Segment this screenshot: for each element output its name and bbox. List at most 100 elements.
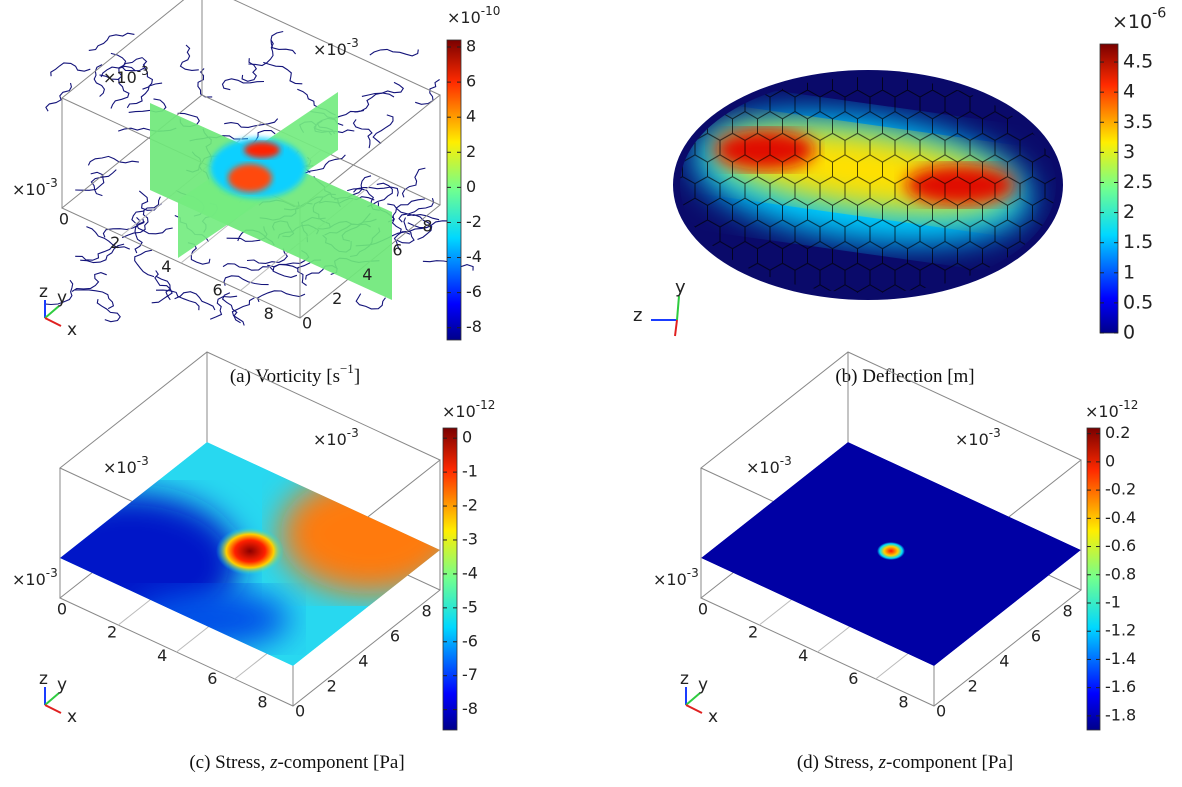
x-tick-label: 0	[698, 600, 708, 619]
exponent-power: -3	[989, 425, 1001, 439]
caption: (c) Stress, z-component [Pa]	[189, 752, 404, 773]
exponent-label: ×10-3	[103, 453, 149, 476]
triad-axis	[676, 295, 680, 321]
triad-label: y	[675, 277, 686, 298]
streamline	[75, 289, 115, 310]
colorbar-tick-label: 2	[466, 142, 476, 161]
streamline	[407, 214, 433, 241]
streamline	[45, 82, 72, 112]
colorbar-tick-label: 0.2	[1105, 423, 1130, 442]
caption-part: -component [Pa]	[886, 752, 1013, 773]
caption-part: -component [Pa]	[277, 752, 404, 773]
triad-axis	[44, 692, 60, 706]
axis-triad: z yx	[39, 282, 77, 340]
exponent-base: ×10	[1085, 402, 1119, 421]
streamline	[50, 62, 91, 77]
x-tick-label: 8	[264, 304, 274, 323]
streamline	[263, 61, 303, 85]
axis-triad: zy	[633, 277, 686, 337]
colorbar-tick-label: 0	[1105, 451, 1115, 470]
y-tick-label: 0	[302, 314, 312, 333]
exponent-base: ×10	[103, 458, 137, 477]
exponent-base: ×10	[12, 570, 46, 589]
x-tick-label: 2	[110, 233, 120, 252]
colorbar	[1099, 43, 1119, 334]
streamline	[80, 243, 125, 264]
streamline	[246, 248, 289, 264]
y-tick-label: 4	[362, 265, 372, 284]
streamline	[93, 64, 106, 97]
streamline	[209, 295, 238, 320]
exponent-power: -3	[46, 175, 58, 189]
stress-surface	[701, 442, 1081, 666]
x-tick-label: 4	[798, 646, 808, 665]
colorbar-tick-label: -1.2	[1105, 621, 1136, 640]
triad-label: z	[39, 669, 48, 689]
y-tick-label: 2	[327, 677, 337, 696]
caption: (a) Vorticity [s−1]	[230, 361, 360, 387]
exponent-base: ×10	[955, 430, 989, 449]
colorbar-tick-label: -6	[462, 631, 478, 650]
streamline	[396, 217, 415, 244]
y-tick-label: 8	[422, 216, 432, 235]
colorbar-tick-label: 0	[462, 428, 472, 447]
peak	[877, 542, 905, 560]
streamline	[401, 167, 426, 198]
colorbar-tick-label: 6	[466, 72, 476, 91]
streamline	[367, 182, 393, 208]
streamline	[179, 44, 199, 71]
streamline	[354, 92, 395, 113]
streamline	[387, 203, 440, 221]
streamline	[96, 299, 121, 323]
exponent-label: ×10-12	[442, 397, 495, 420]
colorbar-tick-label: 8	[466, 37, 476, 56]
exponent-label: ×10-3	[746, 453, 792, 476]
triad-label: y	[57, 288, 67, 308]
colorbar-tick-label: -5	[462, 597, 478, 616]
y-tick-label: 6	[1031, 627, 1041, 646]
streamline	[102, 218, 145, 238]
streamline	[221, 78, 265, 91]
axis-triad: z yx	[680, 669, 718, 727]
streamline	[71, 272, 107, 292]
colorbar-tick-label: -0.8	[1105, 564, 1136, 583]
streamline	[99, 65, 136, 80]
colorbar-tick-label: -4	[466, 247, 482, 266]
colorbar-tick-label: -0.6	[1105, 536, 1136, 555]
streamline	[352, 119, 373, 149]
streamline	[221, 292, 241, 324]
caption-part: (b) Deflection [m]	[835, 366, 974, 387]
streamline	[224, 118, 279, 128]
low-region	[130, 589, 290, 649]
exponent-power: -12	[1119, 397, 1139, 411]
x-tick-label: 6	[207, 669, 217, 688]
exponent-base: ×10	[653, 570, 687, 589]
deflection-field	[680, 77, 1056, 293]
x-tick-label: 4	[161, 257, 171, 276]
vortex	[244, 142, 280, 158]
y-tick-label: 2	[968, 677, 978, 696]
streamline	[248, 39, 274, 67]
y-tick-label: 4	[358, 652, 368, 671]
slice-plane	[150, 103, 392, 300]
exponent-label: ×10-10	[447, 3, 500, 26]
colorbar-tick-label: -8	[466, 317, 482, 336]
streamline	[361, 81, 405, 97]
streamline	[88, 32, 135, 51]
axis-triad: z yx	[39, 669, 77, 727]
x-tick-label: 2	[107, 623, 117, 642]
colorbar-tick-label: 3	[1123, 141, 1135, 163]
streamline	[100, 52, 127, 78]
exponent-label: ×10-3	[313, 35, 359, 58]
colorbar-tick-label: -1.8	[1105, 705, 1136, 724]
colorbar-tick-label: -8	[462, 699, 478, 718]
triad-label: z	[680, 669, 689, 689]
exponent-base: ×10	[313, 430, 347, 449]
colorbar-tick-label: -7	[462, 665, 478, 684]
peak	[216, 527, 284, 575]
colorbar-tick-label: 0	[1123, 322, 1135, 344]
streamline	[369, 48, 419, 57]
vortex	[228, 164, 272, 192]
